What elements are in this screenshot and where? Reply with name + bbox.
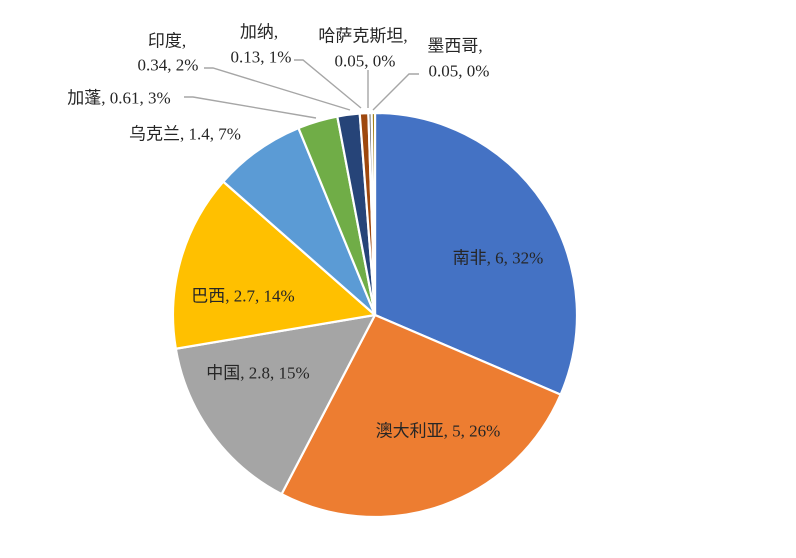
slice-label-india-line2: 0.34, 2% <box>138 56 199 75</box>
pie-slice-south-africa <box>373 111 579 396</box>
slice-label-china: 中国, 2.8, 15% <box>206 364 309 383</box>
slice-label-south-africa: 南非, 6, 32% <box>453 249 544 268</box>
leader-line-ghana <box>294 59 362 109</box>
slice-label-india-line1: 印度, <box>148 32 186 51</box>
slice-label-gabon: 加蓬, 0.61, 3% <box>67 89 170 108</box>
pie-slice-brazil <box>171 180 377 350</box>
leader-line-mexico <box>372 73 419 111</box>
leader-line-india <box>204 67 351 111</box>
slice-label-kazakhstan-line2: 0.05, 0% <box>335 52 396 71</box>
slice-label-australia: 澳大利亚, 5, 26% <box>376 422 501 441</box>
slice-label-mexico-line1: 墨西哥, <box>427 37 482 56</box>
slice-label-ghana-line2: 0.13, 1% <box>231 48 292 67</box>
slice-label-ghana-line1: 加纳, <box>240 23 278 42</box>
slice-label-ukraine: 乌克兰, 1.4, 7% <box>129 125 241 144</box>
slice-label-brazil: 巴西, 2.7, 14% <box>191 287 294 306</box>
pie-slice-australia <box>280 313 562 519</box>
pie-slice-mexico <box>370 111 377 317</box>
slice-label-mexico-line2: 0.05, 0% <box>429 62 490 81</box>
pie-slice-china <box>174 313 377 496</box>
slice-label-kazakhstan-line1: 哈萨克斯坦, <box>318 27 407 46</box>
leader-line-gabon <box>184 96 317 119</box>
